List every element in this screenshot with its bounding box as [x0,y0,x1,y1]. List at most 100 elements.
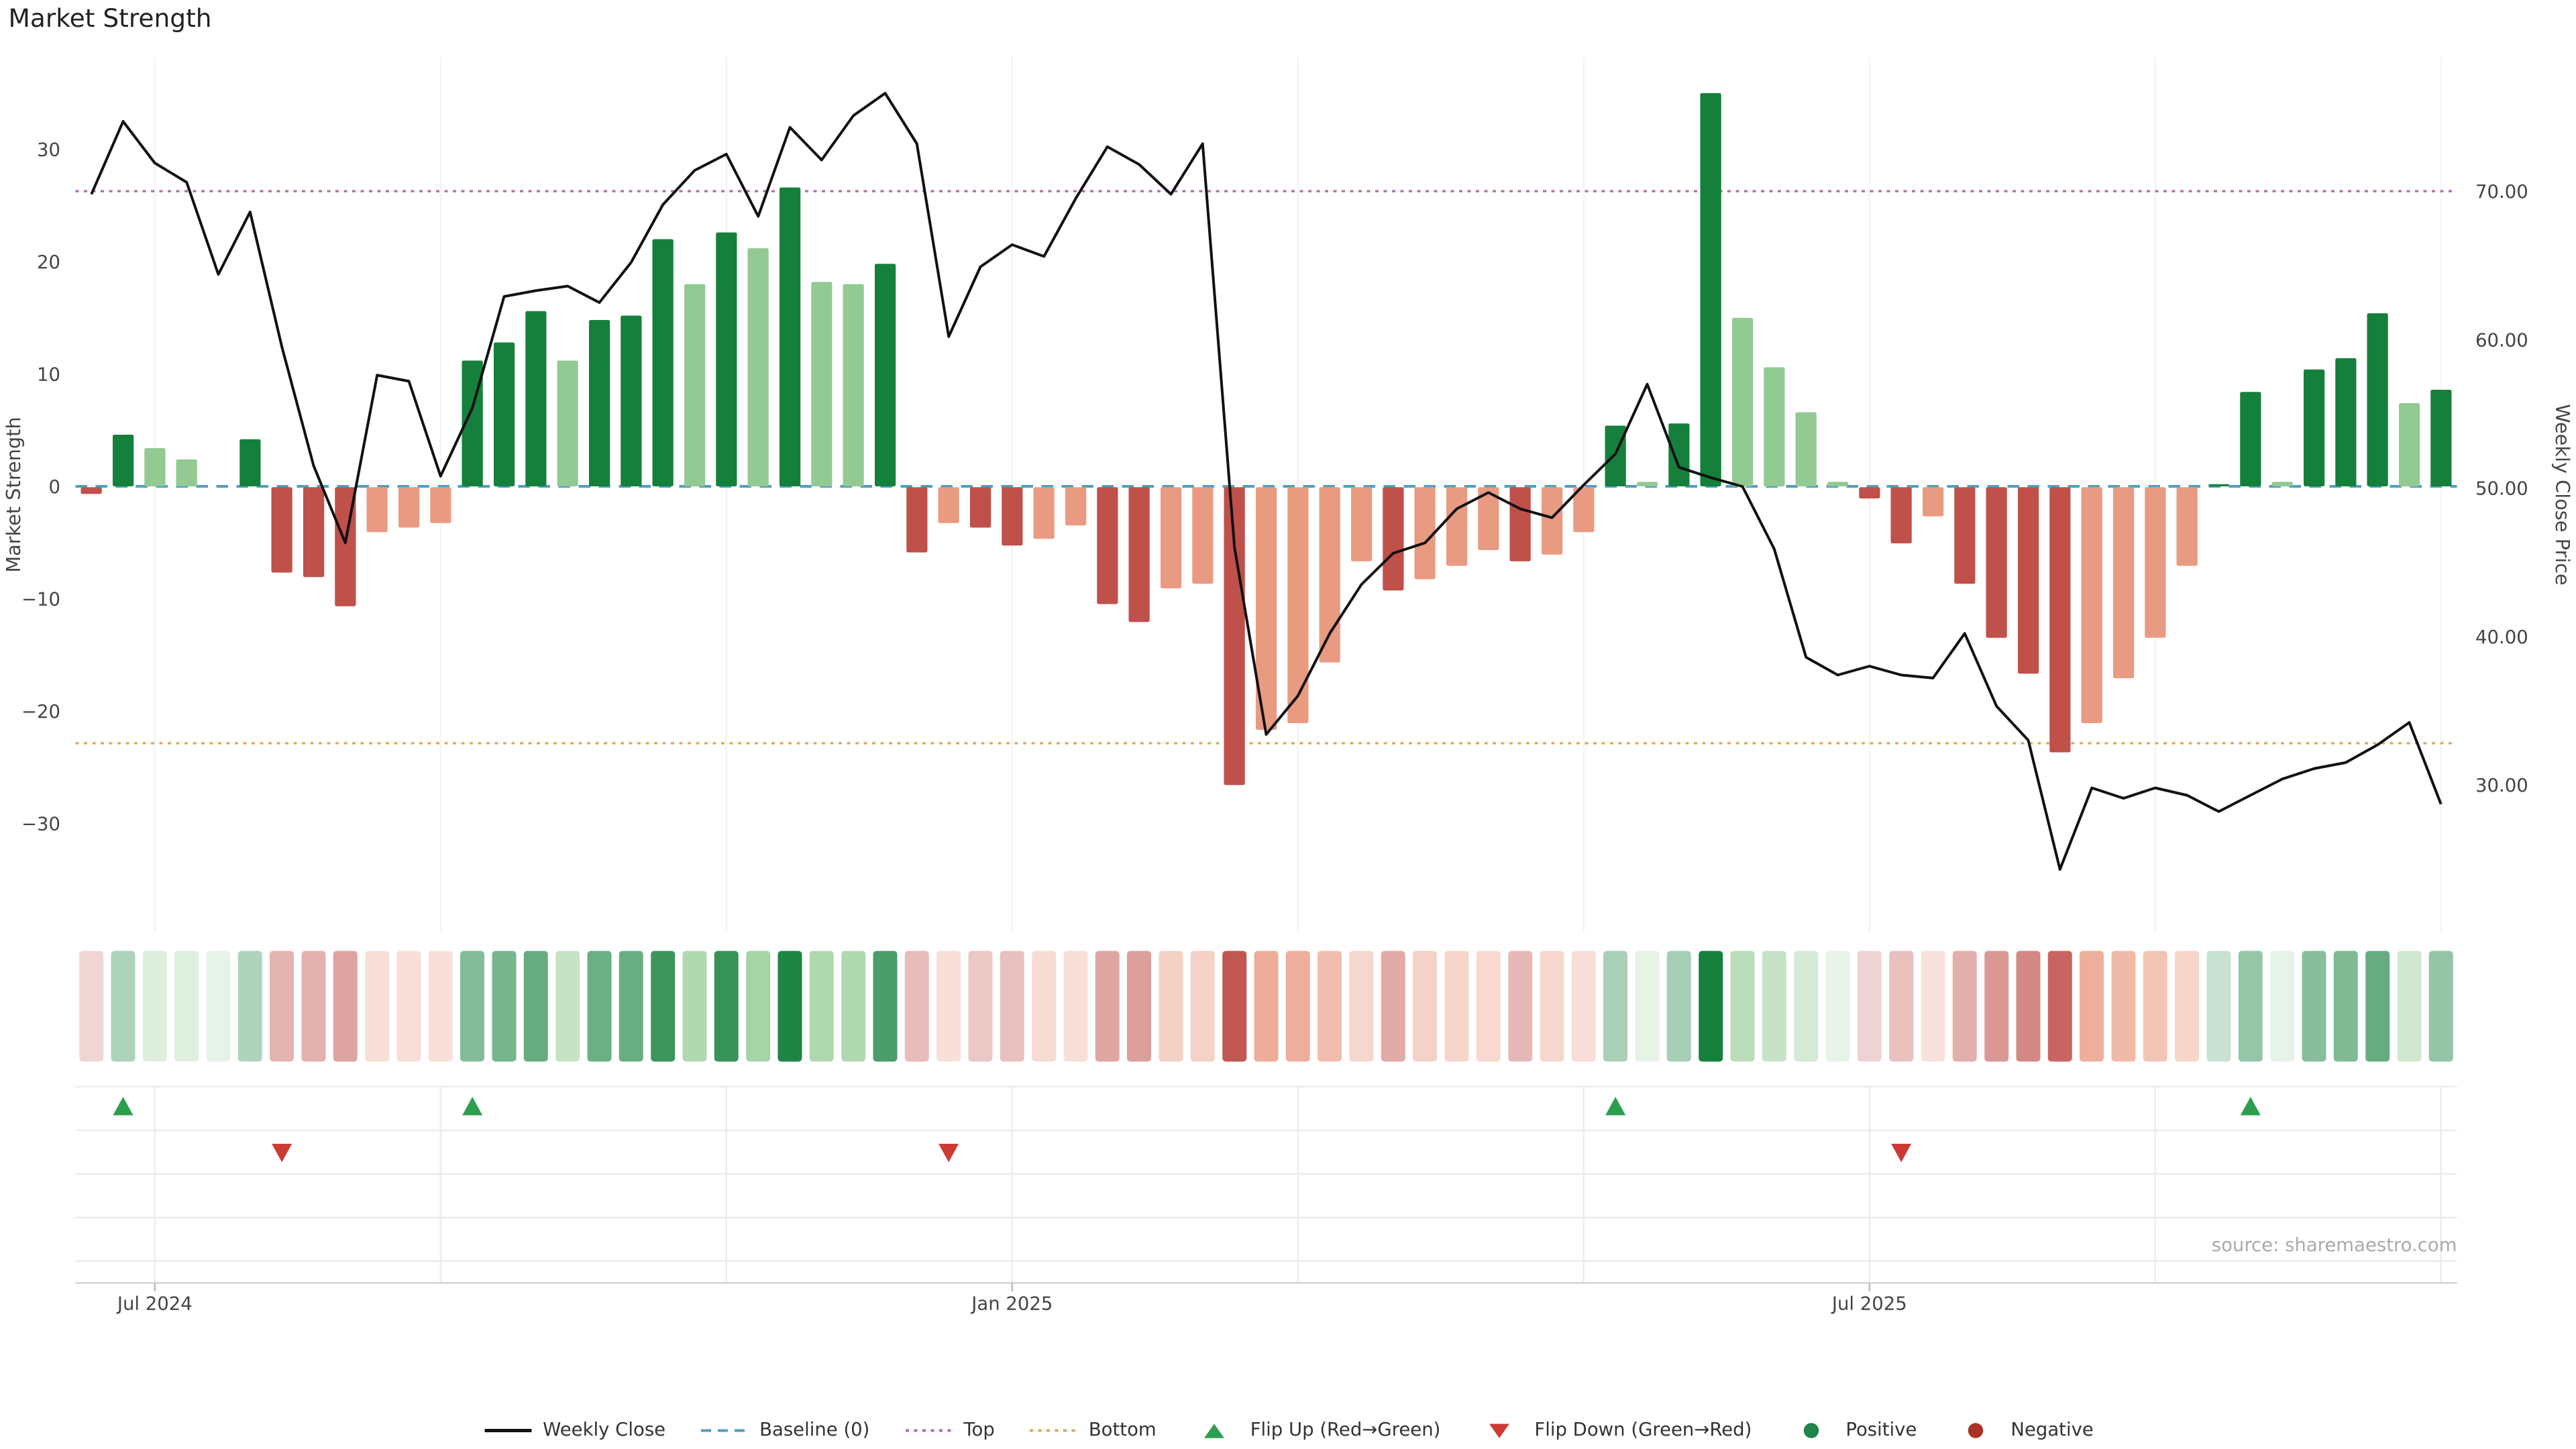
heatmap-cell [428,951,453,1062]
heatmap-cell [1413,951,1437,1062]
strength-bar [1319,487,1340,663]
heatmap-cell [841,951,866,1062]
heatmap-cell [206,951,231,1062]
heatmap-cell [1730,951,1755,1062]
legend-item-top[interactable]: Top [903,1419,995,1441]
right-axis-tick: 70.00 [2475,181,2528,203]
strength-bar [1732,317,1754,486]
heatmap-cell [1635,951,1660,1062]
heatmap-cell [270,951,294,1062]
heatmap-cell [1285,951,1310,1062]
heatmap-cell [1666,951,1691,1062]
legend-item-negative[interactable]: Negative [1950,1419,2094,1441]
strength-bar [1224,487,1245,786]
strength-bar [1509,487,1531,561]
strength-bar [970,487,991,528]
legend-item-baseline[interactable]: Baseline (0) [699,1419,869,1441]
negative-legend-icon [1968,1422,1984,1438]
x-axis-label: Jan 2025 [970,1293,1053,1315]
strength-bar [2049,487,2071,753]
heatmap-cell [904,951,929,1062]
legend-item-flip-down[interactable]: Flip Down (Green→Red) [1474,1419,1752,1441]
heatmap-cell [2080,951,2104,1062]
heatmap-cell [1889,951,1914,1062]
flip-down-icon [938,1144,959,1163]
strength-bar [113,435,134,486]
right-axis-tick: 50.00 [2475,478,2528,500]
heatmap-cell [873,951,898,1062]
legend-label: Weekly Close [543,1419,666,1441]
heatmap-cell [396,951,421,1062]
strength-bar [2113,487,2135,678]
strength-bar [1859,487,1880,498]
heatmap-cell [2365,951,2390,1062]
heatmap-cell [1571,951,1596,1062]
weekly-close-legend-icon [484,1428,531,1432]
positive-legend-icon [1803,1422,1819,1438]
strength-bar [1890,487,1912,543]
heatmap-cell [1857,951,1882,1062]
strength-bar [2399,403,2420,486]
x-axis-label: Jul 2025 [1831,1293,1907,1315]
legend-item-bottom[interactable]: Bottom [1028,1419,1157,1441]
flip-down-icon [272,1144,292,1163]
legend-item-positive[interactable]: Positive [1785,1419,1917,1441]
heatmap-cell [2397,951,2422,1062]
heatmap-cell [777,951,802,1062]
strength-bar [398,487,420,528]
strength-bar [80,487,102,494]
legend-item-weekly-close[interactable]: Weekly Close [482,1419,665,1441]
strength-bar [1573,487,1595,533]
strength-bar [621,315,642,486]
right-axis-tick: 60.00 [2475,329,2528,351]
strength-bar [1986,487,2007,638]
heatmap-cell [1318,951,1342,1062]
strength-bar [2081,487,2102,723]
strength-bar [1637,482,1658,486]
heatmap-cell [301,951,326,1062]
heatmap-cell [2302,951,2326,1062]
heatmap-cell [2016,951,2041,1062]
strength-bar [1764,367,1785,486]
legend-label: Positive [1845,1419,1917,1441]
strength-bar [1795,412,1817,486]
flip-up-icon [113,1097,133,1116]
heatmap-cell [2047,951,2072,1062]
left-axis-tick: 0 [49,476,61,498]
page-title: Market Strength [8,3,212,34]
strength-bar [2018,487,2039,674]
source-credit: source: sharemaestro.com [2212,1234,2457,1256]
heatmap-cell [1381,951,1405,1062]
heatmap-cell [1254,951,1279,1062]
strength-bar [239,439,261,486]
heatmap-cell [2333,951,2358,1062]
legend-item-flip-up[interactable]: Flip Up (Red→Green) [1190,1419,1440,1441]
heatmap-cell [2238,951,2263,1062]
strength-bar [1542,487,1563,555]
heatmap-cell [174,951,199,1062]
strength-bar [1287,487,1309,723]
strength-bar [271,487,292,573]
left-axis-tick: −30 [21,814,60,835]
heatmap-cell [1984,951,2009,1062]
strength-bar [716,232,737,486]
strength-bar [1192,487,1214,584]
strength-bar [176,459,197,486]
heatmap-cell [682,951,707,1062]
heatmap-cell [1476,951,1501,1062]
heatmap-cell [1825,951,1850,1062]
flip-down-icon [1891,1144,1912,1163]
legend-label: Flip Down (Green→Red) [1534,1419,1752,1441]
heatmap-cell [2428,951,2453,1062]
left-axis-title: Market Strength [2,417,25,572]
heatmap-cell [936,951,961,1062]
heatmap-cell [1000,951,1024,1062]
strength-bar [525,311,547,486]
baseline-legend-icon [700,1428,748,1432]
heatmap-cell [1952,951,1977,1062]
heatmap-cell [1603,951,1627,1062]
heatmap-cell [809,951,834,1062]
market-strength-chart[interactable]: 30 20 10 0 −10 −20 −30 70.00 60.00 50.00 40.00 30.0… [0,0,2576,1342]
strength-bar [557,360,578,486]
